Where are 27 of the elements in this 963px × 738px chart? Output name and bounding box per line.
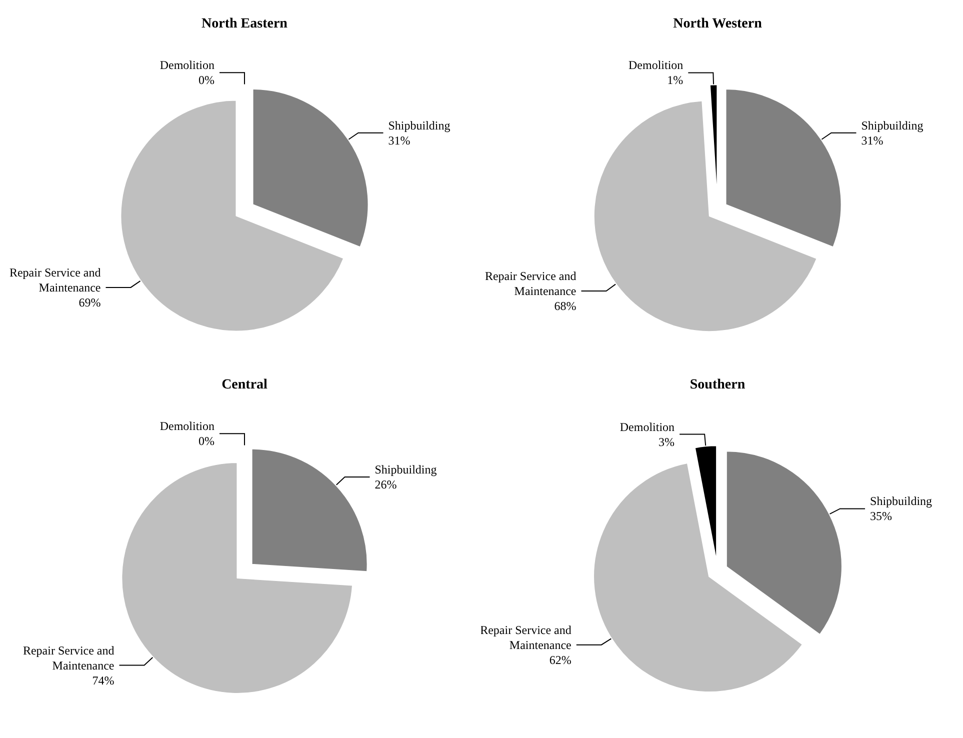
data-label: 3% [658,434,675,449]
data-label: 74% [92,673,114,688]
category-label: Demolition [160,419,214,434]
slice-label: Shipbuilding [388,118,450,132]
data-label: 69% [78,295,101,310]
data-label: 1% [667,73,684,88]
slice-label: Shipbuilding [870,494,932,508]
chart-title: North Eastern [202,16,288,32]
slice-label: Shipbuilding [374,462,437,477]
category-label: Demolition [160,58,214,72]
slice-label: Repair Service and Maintenance [22,643,114,672]
slice-label: Demolition [628,58,684,72]
data-label: 31% [861,133,884,148]
data-label: 35% [870,509,892,524]
slice-label: Shipbuilding [861,118,924,132]
slice-label: Repair Service and Maintenance [9,265,101,294]
data-label: 62% [549,652,572,667]
slice-label: Repair Service and Maintenance [484,268,576,298]
chart-title: Central [222,378,268,392]
data-label: 68% [554,298,576,313]
data-label: 31% [388,133,410,148]
data-label: 26% [374,478,397,492]
chart-title: Southern [690,378,746,392]
text: 0% [198,434,214,448]
chart-title: North Western [673,16,762,32]
slice-label: Demolition [620,420,675,434]
text: 0% [198,73,214,88]
